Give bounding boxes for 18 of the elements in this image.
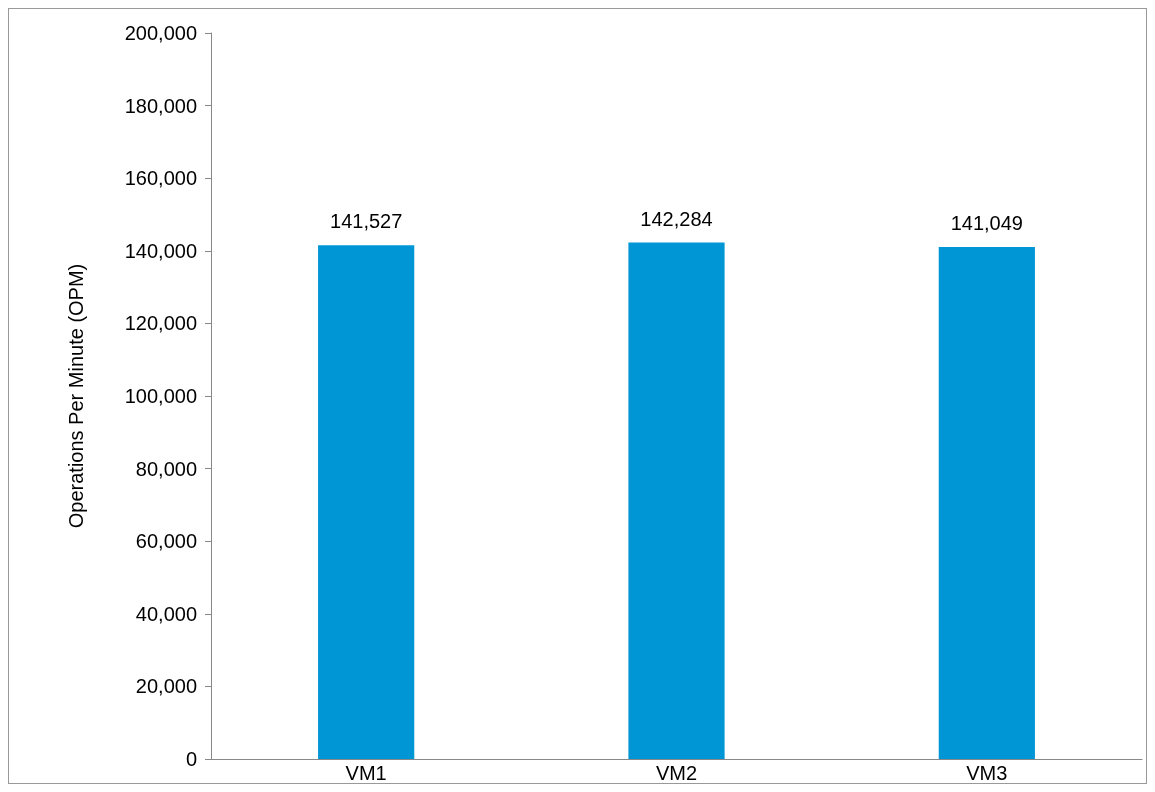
data-label: 141,527 xyxy=(330,210,403,233)
y-tick-label: 60,000 xyxy=(135,530,197,553)
y-axis-title: Operations Per Minute (OPM) xyxy=(65,263,87,529)
y-tick-label: 80,000 xyxy=(135,457,197,480)
data-label: 141,049 xyxy=(950,211,1023,234)
x-tick-label: VM2 xyxy=(655,762,698,784)
y-tick-label: 180,000 xyxy=(124,94,197,117)
y-tick-label: 40,000 xyxy=(135,602,197,625)
y-tick-label: 140,000 xyxy=(124,239,197,262)
y-tick-label: 0 xyxy=(185,748,197,770)
y-tick-label: 160,000 xyxy=(124,167,197,190)
y-tick-label: 100,000 xyxy=(124,385,197,407)
x-tick-label: VM1 xyxy=(345,762,387,784)
y-tick-label: 200,000 xyxy=(124,22,197,44)
y-tick-label: 120,000 xyxy=(124,312,197,335)
x-tick-label: VM3 xyxy=(966,762,1008,784)
data-label: 142,284 xyxy=(640,207,713,230)
y-tick-label: 20,000 xyxy=(135,675,197,698)
